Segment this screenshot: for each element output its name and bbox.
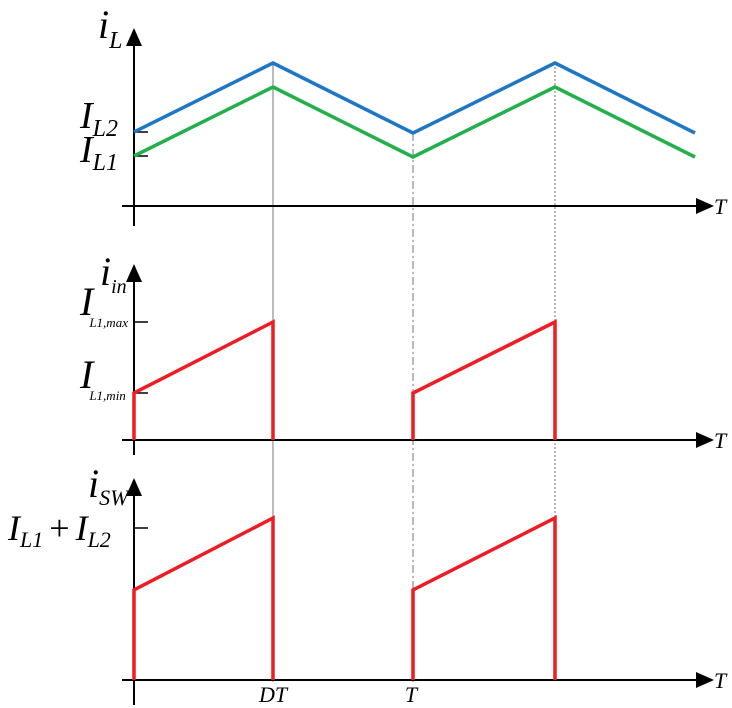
label-part: + [49,508,69,548]
label-part: i [100,249,111,294]
label-part: L2 [87,527,111,552]
waveform [413,518,555,680]
label-part: i [98,2,109,47]
label-part: L1 [92,150,118,176]
time-label: DT [258,682,289,707]
y-label: iL [98,2,122,54]
level-label: IL1+IL2 [7,508,111,552]
waveform [134,322,273,440]
label-part: L1 [19,527,43,552]
label-part: in [111,276,127,298]
waveform [134,63,695,133]
diagram: iL IL2 IL1 T iin IL1,max IL1,min T iSW I… [0,0,732,708]
waveform [134,87,695,157]
label-part: L1,min [88,388,125,403]
label-part: L2 [92,116,118,142]
waveform [413,322,555,440]
x-label: T [714,428,728,453]
y-label: iSW [88,461,130,510]
time-label: T [405,682,419,707]
label-part: L1,max [88,315,128,330]
y-label: iin [100,249,127,298]
label-part: SW [99,485,130,510]
x-label: T [714,194,728,219]
waveform [134,518,273,680]
label-part: L [108,28,122,54]
label-part: i [88,461,99,506]
level-label: IL1,min [79,352,126,403]
x-label: T [714,668,728,693]
